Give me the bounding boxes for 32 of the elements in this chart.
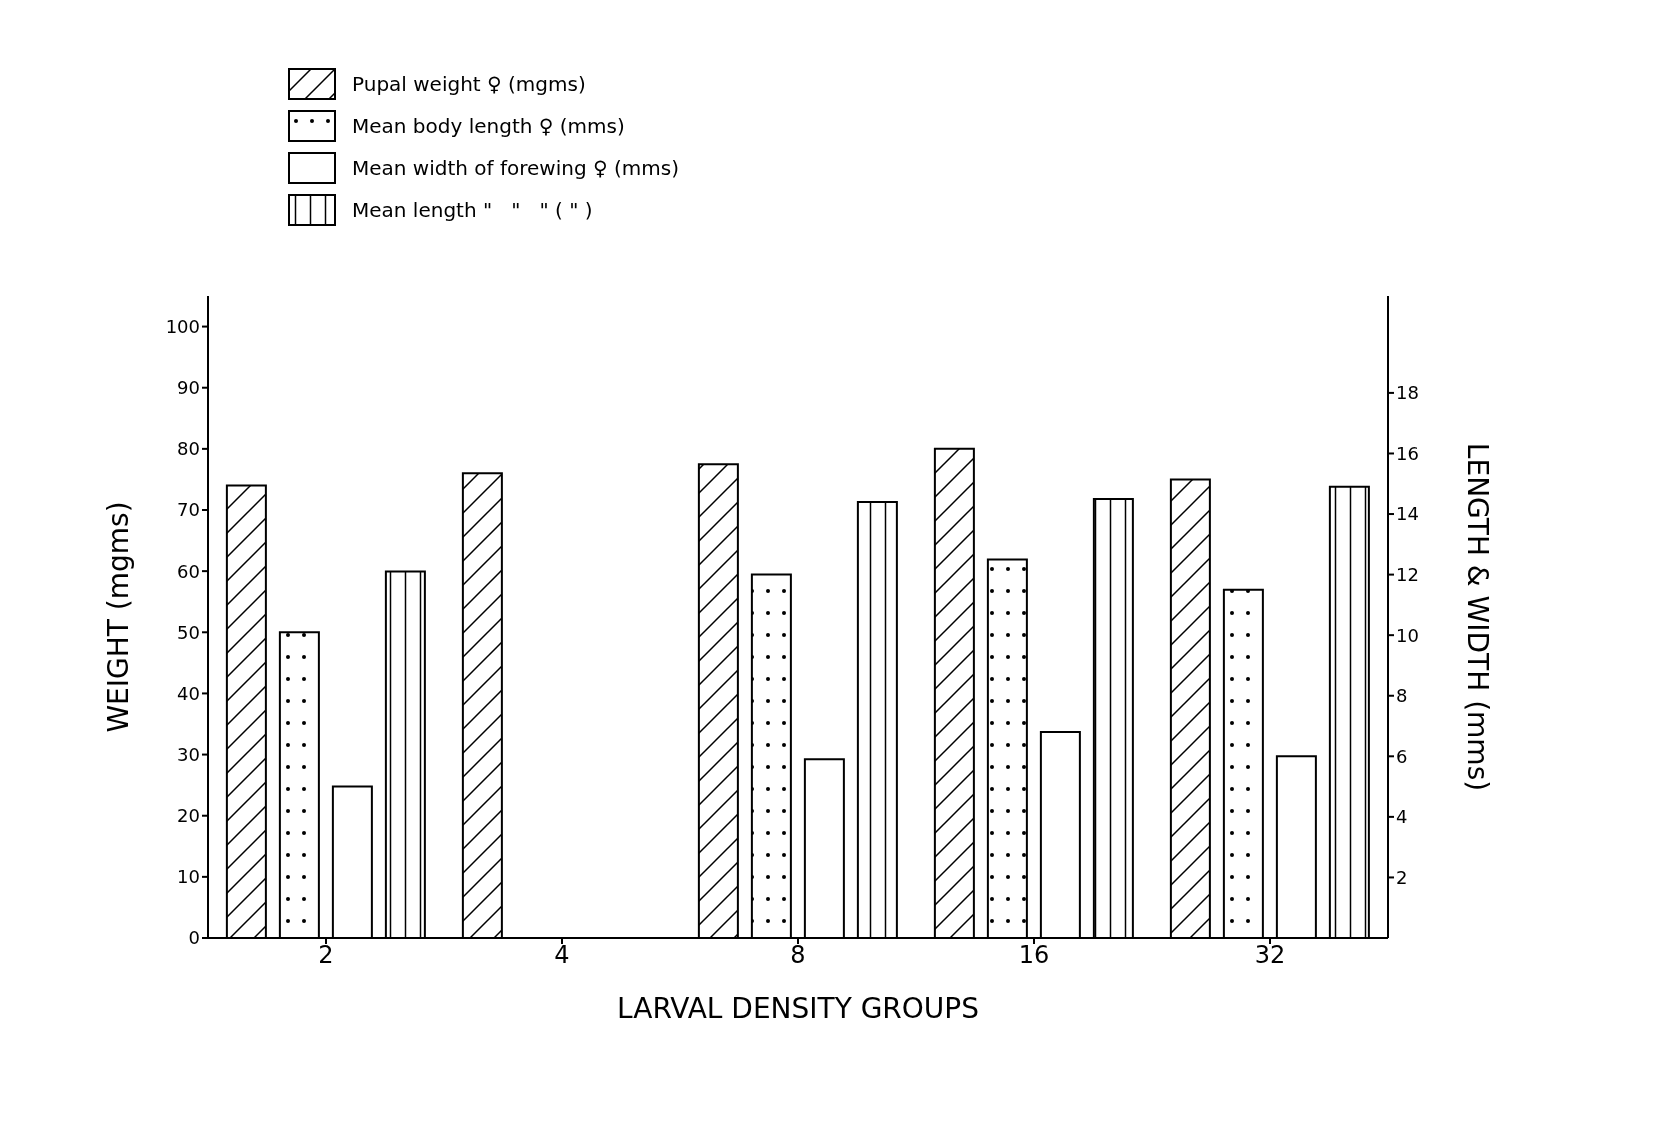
y2-tick-label: 18 — [1396, 382, 1419, 404]
x-tick-label: 4 — [554, 941, 570, 970]
y-tick-label: 30 — [177, 743, 200, 765]
legend-label: Mean length " " " ( " ) — [352, 198, 593, 222]
y-tick-label: 80 — [177, 438, 200, 460]
y-tick-label: 50 — [177, 621, 200, 643]
y-tick-label: 40 — [177, 682, 200, 704]
y2-tick-label: 6 — [1396, 745, 1408, 767]
y-tick-label: 60 — [177, 560, 200, 582]
x-axis-title: LARVAL DENSITY GROUPS — [616, 992, 980, 1025]
legend-label: Mean body length ♀ (mms) — [352, 114, 625, 138]
x-tick-label: 8 — [790, 941, 806, 970]
x-tick-label: 16 — [1018, 941, 1050, 970]
y-tick-label: 10 — [177, 866, 200, 888]
y2-tick-label: 8 — [1396, 685, 1408, 707]
y-tick-label: 100 — [165, 315, 200, 337]
y-tick-label: 20 — [177, 805, 200, 827]
y-tick-label: 90 — [177, 377, 200, 399]
y2-tick-label: 4 — [1396, 806, 1408, 828]
y2-tick-label: 10 — [1396, 624, 1419, 646]
y-tick-label: 0 — [188, 927, 200, 949]
y-axis-title: WEIGHT (mgms) — [101, 501, 135, 733]
x-tick-label: 2 — [318, 941, 334, 970]
legend-label: Pupal weight ♀ (mgms) — [352, 72, 586, 96]
y2-tick-label: 16 — [1396, 442, 1419, 464]
y2-tick-label: 12 — [1396, 563, 1419, 585]
y-tick-label: 70 — [177, 499, 200, 521]
y2-tick-label: 14 — [1396, 503, 1419, 525]
y2-axis-title: LENGTH & WIDTH (mms) — [1461, 442, 1495, 792]
y2-tick-label: 2 — [1396, 866, 1408, 888]
legend-label: Mean width of forewing ♀ (mms) — [352, 156, 679, 180]
x-tick-label: 32 — [1254, 941, 1286, 970]
